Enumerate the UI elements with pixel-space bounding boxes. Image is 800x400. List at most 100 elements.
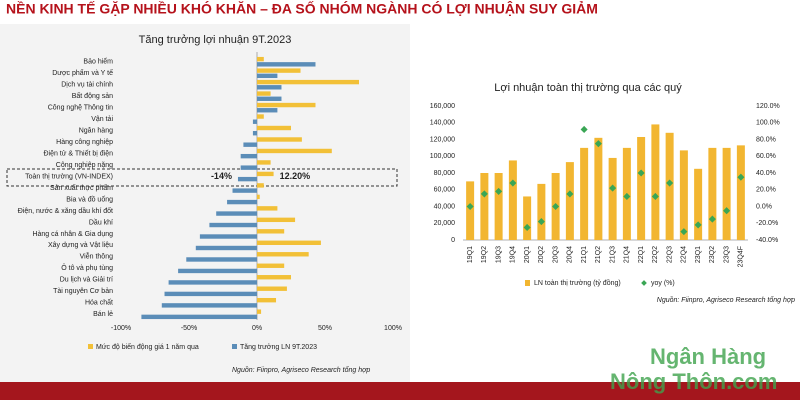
bar: [257, 137, 302, 142]
bar: [161, 303, 257, 308]
bar: [257, 217, 296, 223]
legend-swatch: [232, 344, 237, 349]
bar: [199, 234, 257, 239]
x-tick-label: 20Q3: [552, 246, 559, 263]
footer-bar: [0, 382, 800, 400]
y2-tick-label: 20.0%: [756, 187, 776, 194]
bar: [164, 291, 257, 297]
bar: [240, 165, 257, 170]
point: [723, 207, 731, 215]
category-label: Dịch vụ tài chính: [61, 82, 113, 89]
legend-swatch: [88, 344, 93, 349]
y2-tick-label: 100.0%: [756, 120, 780, 127]
y-tick-label: 140,000: [430, 120, 455, 127]
bar: [141, 314, 257, 320]
category-label: Dược phẩm và Y tế: [52, 68, 113, 77]
point: [523, 223, 531, 231]
bar: [178, 268, 257, 274]
bar: [736, 145, 745, 240]
bar: [237, 176, 257, 182]
point: [480, 190, 488, 198]
legend-swatch: [641, 280, 647, 286]
left-panel: [0, 24, 410, 382]
bar: [209, 222, 257, 228]
point: [509, 179, 517, 187]
value-label: 12.20%: [280, 171, 311, 181]
x-tick-label: 19Q1: [467, 246, 474, 263]
bar: [257, 160, 271, 165]
x-tick-label: 19Q3: [495, 246, 502, 263]
bar: [257, 114, 264, 119]
bar: [257, 68, 301, 73]
watermark: Ngân Hàng: [650, 344, 766, 369]
x-tick-label: 21Q2: [595, 246, 602, 263]
point: [580, 125, 588, 133]
bar: [257, 297, 277, 303]
bar: [257, 73, 278, 79]
point: [537, 218, 545, 226]
x-tick-label: 23Q2: [709, 246, 716, 263]
bar: [565, 162, 574, 240]
bar: [257, 240, 321, 245]
point: [637, 169, 645, 177]
x-tick-label: -100%: [111, 325, 131, 332]
bar: [257, 56, 264, 62]
bar: [252, 131, 257, 136]
y2-tick-label: 40.0%: [756, 170, 776, 177]
point: [680, 228, 688, 236]
x-tick-label: 22Q1: [638, 246, 645, 263]
bar: [186, 257, 257, 262]
y-tick-label: 100,000: [430, 153, 455, 160]
bar: [257, 183, 264, 188]
bar: [257, 206, 278, 211]
category-label: Công nghệ Thông tin: [48, 104, 113, 111]
category-label: Hàng cá nhân & Gia dụng: [32, 231, 113, 238]
bar: [227, 199, 257, 205]
x-tick-label: 21Q3: [609, 246, 616, 263]
point: [594, 140, 602, 148]
source-note: Nguồn: Fiinpro, Agriseco Research tổng h…: [657, 295, 795, 304]
bar: [508, 160, 517, 240]
x-tick-label: -50%: [181, 325, 197, 332]
page-title: NỀN KINH TẾ GẶP NHIỀU KHÓ KHĂN – ĐA SỐ N…: [6, 0, 598, 17]
legend-label: yoy (%): [651, 280, 675, 287]
category-label: Hàng công nghiệp: [56, 139, 113, 146]
y-tick-label: 0: [451, 237, 455, 244]
value-label: -14%: [211, 171, 232, 181]
bar: [637, 136, 646, 240]
bar: [257, 309, 262, 314]
y-tick-label: 80,000: [434, 170, 456, 177]
bar: [257, 125, 291, 131]
y2-tick-label: 120.0%: [756, 103, 780, 110]
bar: [257, 148, 332, 154]
bar: [608, 157, 617, 240]
bar: [694, 168, 703, 240]
y2-tick-label: 60.0%: [756, 153, 776, 160]
legend-label: Mức độ biến động giá 1 năm qua: [96, 342, 199, 351]
point: [737, 173, 745, 181]
watermark: Nông Thôn.com: [610, 369, 777, 394]
bar: [523, 196, 532, 240]
bar: [594, 137, 603, 240]
bar: [257, 229, 285, 234]
category-label: Công nghiệp nặng: [56, 162, 113, 169]
x-tick-label: 22Q2: [652, 246, 659, 263]
x-tick-label: 19Q4: [510, 246, 517, 263]
legend-label: Tăng trưởng LN 9T.2023: [240, 343, 317, 351]
bar: [537, 183, 546, 240]
x-tick-label: 19Q2: [481, 246, 488, 263]
category-label: Vận tải: [91, 116, 113, 123]
point: [694, 221, 702, 229]
category-label: Dầu khí: [89, 217, 113, 226]
bar: [257, 108, 278, 113]
bar: [243, 142, 257, 147]
x-tick-label: 22Q3: [666, 246, 673, 263]
category-label: Viễn thông: [80, 252, 113, 261]
x-tick-label: 100%: [384, 325, 402, 332]
bar: [216, 211, 257, 216]
bar: [257, 194, 260, 200]
y-tick-label: 60,000: [434, 187, 456, 194]
bar: [257, 102, 316, 108]
x-tick-label: 20Q4: [567, 246, 574, 263]
x-tick-label: 21Q4: [624, 246, 631, 263]
